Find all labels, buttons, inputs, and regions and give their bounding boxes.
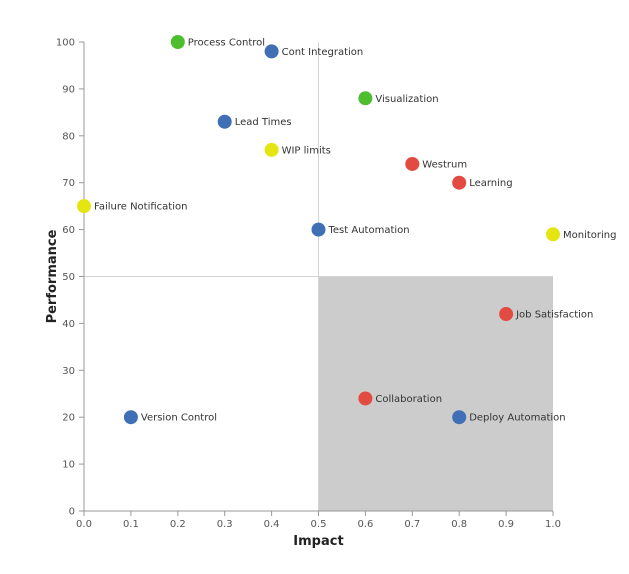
data-point (123, 410, 138, 425)
y-tick-label: 50 (62, 272, 75, 283)
data-point (264, 44, 279, 59)
y-tick-label: 70 (62, 178, 75, 189)
data-point (311, 222, 326, 237)
data-point (452, 410, 467, 425)
y-tick-label: 40 (62, 319, 75, 330)
x-tick-label: 0.1 (123, 519, 139, 530)
data-point (405, 156, 420, 171)
x-tick-label: 0.2 (170, 519, 186, 530)
y-tick-label: 60 (62, 225, 75, 236)
data-point (217, 114, 232, 129)
data-point-label: Learning (469, 178, 512, 189)
axes: 0 10 20 30 40 50 60 70 80 90 100 0.0 0.1 0.2 0.3 0.4 0.5… (56, 38, 561, 531)
y-tick-label: 10 (62, 460, 75, 471)
data-point-label: Lead Times (235, 117, 292, 128)
y-tick-label: 30 (62, 366, 75, 377)
x-tick-label: 0.5 (311, 519, 327, 530)
y-tick-label: 20 (62, 413, 75, 424)
data-point-label: Monitoring (563, 230, 616, 241)
x-tick-label: 0.6 (357, 519, 373, 530)
data-point-label: Test Automation (328, 225, 410, 236)
y-tick-label: 80 (62, 131, 75, 142)
x-tick-label: 1.0 (545, 519, 561, 530)
data-point-label: WIP limits (282, 145, 331, 156)
data-point-label: Version Control (141, 413, 217, 424)
data-point-label: Cont Integration (282, 47, 364, 58)
data-point-label: Visualization (375, 94, 438, 105)
data-point (452, 175, 467, 190)
data-point-label: Deploy Automation (469, 413, 565, 424)
data-point (264, 142, 279, 157)
x-tick-label: 0.0 (76, 519, 92, 530)
data-point-label: Job Satisfaction (515, 310, 593, 321)
data-point (358, 91, 373, 106)
data-point (546, 227, 560, 242)
reference-lines (84, 42, 553, 511)
x-tick-label: 0.8 (451, 519, 467, 530)
x-tick-label: 0.4 (264, 519, 280, 530)
data-point-label: Process Control (188, 38, 265, 49)
x-axis-title: Impact (293, 534, 343, 549)
data-point (358, 391, 373, 406)
data-point (499, 307, 514, 322)
data-point-label: Collaboration (375, 394, 442, 405)
highlight-region (318, 276, 553, 511)
data-point (170, 35, 185, 49)
data-point-label: Failure Notification (94, 202, 187, 213)
y-tick-label: 100 (56, 38, 75, 49)
data-points: Process Control Cont Integration Visualiza… (77, 35, 616, 425)
y-axis-title: Performance (45, 229, 60, 323)
x-tick-label: 0.3 (217, 519, 233, 530)
x-tick-label: 0.9 (498, 519, 514, 530)
data-point (77, 199, 91, 214)
y-tick-label: 90 (62, 84, 75, 95)
y-tick-label: 0 (69, 507, 75, 518)
x-tick-label: 0.7 (404, 519, 420, 530)
data-point-label: Westrum (422, 159, 467, 170)
